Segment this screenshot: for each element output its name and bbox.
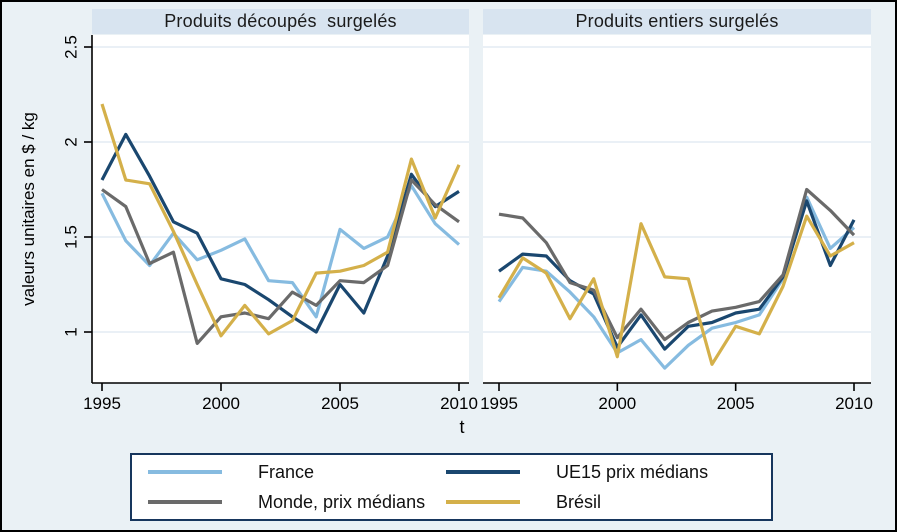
series-line-ue15-prix-m-dians <box>498 199 856 351</box>
series-line-ue15-prix-m-dians <box>100 132 460 334</box>
legend-label-france: France <box>258 461 315 482</box>
plot-area <box>483 35 871 383</box>
x-tick-label: 2000 <box>598 394 636 413</box>
panel-title-left: Produits découpés surgelés <box>164 11 397 31</box>
x-tick-label: 2000 <box>202 394 240 413</box>
y-tick-label: 1 <box>61 327 80 336</box>
series-line-monde-prix-m-dians <box>101 178 460 345</box>
plot-area <box>92 35 469 383</box>
legend-label-monde: Monde, prix médians <box>258 491 426 512</box>
legend-label-ue15: UE15 prix médians <box>556 461 709 482</box>
y-axis-title: valeurs unitaires en $ / kg <box>19 112 38 306</box>
series-line-monde-prix-m-dians <box>498 187 856 342</box>
y-tick-label: 2.5 <box>61 35 80 59</box>
y-tick-label: 1.5 <box>61 225 80 249</box>
series-line-br-sil <box>100 103 461 338</box>
legend-swatch-france <box>148 470 222 474</box>
x-tick-label: 2010 <box>835 394 873 413</box>
x-axis-title: t <box>459 417 465 437</box>
x-tick-label: 2005 <box>717 394 755 413</box>
legend-swatch-bresil <box>446 500 520 504</box>
x-tick-label: 2010 <box>440 394 478 413</box>
legend-swatch-monde <box>148 500 222 504</box>
legend-swatch-ue15 <box>446 470 520 474</box>
x-tick-label: 2005 <box>321 394 359 413</box>
legend-item-monde: Monde, prix médians <box>148 492 446 513</box>
y-tick-label: 2 <box>61 137 80 146</box>
legend-label-bresil: Brésil <box>556 491 602 512</box>
legend-item-bresil: Brésil <box>446 492 771 513</box>
panel-title-band-left: Produits découpés surgelés <box>92 9 469 34</box>
legend-item-ue15: UE15 prix médians <box>446 462 771 483</box>
x-tick-label: 1995 <box>83 394 121 413</box>
series-line-br-sil <box>497 214 855 366</box>
x-tick-label: 1995 <box>480 394 518 413</box>
legend-box: France UE15 prix médians Monde, prix méd… <box>130 453 773 521</box>
panel-title-right: Produits entiers surgelés <box>575 11 779 31</box>
panel-title-band-right: Produits entiers surgelés <box>483 9 871 34</box>
legend-item-france: France <box>148 462 446 483</box>
